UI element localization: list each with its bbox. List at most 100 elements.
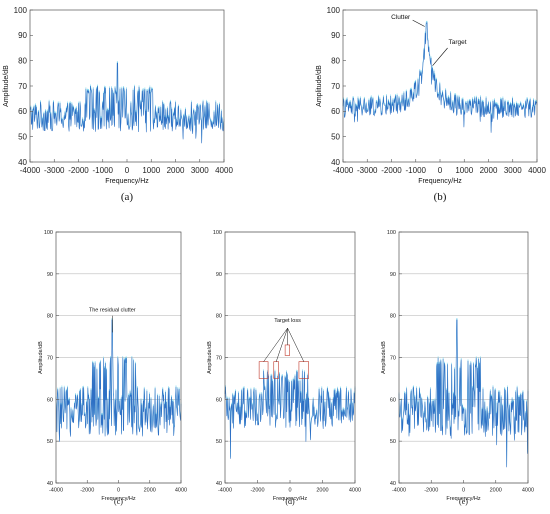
- x-tick-label: -1000: [406, 166, 427, 175]
- y-tick-label: 70: [18, 82, 27, 91]
- x-tick-label: 2000: [480, 166, 498, 175]
- y-tick-label: 60: [390, 397, 396, 403]
- y-tick-label: 40: [331, 158, 340, 167]
- y-tick-label: 70: [216, 355, 222, 361]
- y-tick-label: 100: [387, 230, 396, 236]
- x-tick-label: 4000: [528, 166, 546, 175]
- y-tick-label: 50: [18, 132, 27, 141]
- y-tick-label: 50: [216, 439, 222, 445]
- y-tick-label: 60: [18, 107, 27, 116]
- y-tick-label: 90: [18, 31, 27, 40]
- signal-trace: [224, 370, 356, 459]
- x-tick-label: 0: [438, 166, 443, 175]
- x-tick-label: 0: [117, 488, 120, 494]
- y-tick-label: 60: [47, 397, 53, 403]
- y-tick-label: 70: [47, 355, 53, 361]
- y-tick-label: 40: [390, 481, 396, 487]
- y-tick-label: 50: [331, 132, 340, 141]
- y-axis-label: Amplitude/dB: [381, 341, 387, 374]
- x-axis-label: Frequency/Hz: [273, 496, 307, 502]
- signal-envelope: [342, 20, 538, 132]
- y-tick-label: 50: [390, 439, 396, 445]
- y-tick-label: 90: [390, 272, 396, 278]
- annotation-arrow: [412, 19, 425, 27]
- annotation-arrow: [287, 328, 305, 362]
- chart-panel-1: -4000 -3000 -2000 -1000 0 1000 2000 3000 4000 40 5…: [3, 6, 233, 203]
- y-tick-label: 70: [390, 355, 396, 361]
- x-tick-label: -3000: [357, 166, 378, 175]
- y-tick-label: 80: [216, 314, 222, 320]
- x-tick-label: 4000: [215, 166, 233, 175]
- chart-panel-3: -4000 -2000 0 2000 4000 40 50 60 70 80 90 100 Freque…: [38, 230, 187, 506]
- x-axis-label: Frequency/Hz: [446, 496, 480, 502]
- y-tick-label: 80: [331, 56, 340, 65]
- x-tick-label: -2000: [381, 166, 402, 175]
- x-tick-label: 2000: [316, 488, 328, 494]
- panel-label: (b): [434, 191, 447, 203]
- annotation-target-loss: Target loss: [274, 318, 301, 324]
- x-tick-label: 0: [462, 488, 465, 494]
- x-tick-label: -2000: [424, 488, 438, 494]
- y-tick-label: 40: [18, 158, 27, 167]
- y-tick-label: 90: [331, 31, 340, 40]
- signal-envelope: [398, 318, 529, 466]
- y-axis-label: Amplitude/dB: [316, 65, 323, 107]
- x-tick-label: -4000: [49, 488, 63, 494]
- x-axis-label: Frequency/Hz: [418, 178, 462, 185]
- x-tick-label: -4000: [20, 166, 41, 175]
- y-tick-label: 80: [18, 56, 27, 65]
- x-tick-label: -2000: [250, 488, 264, 494]
- chart-panel-5: -4000 -2000 0 2000 4000 40 50 60 70 80 90 100 Freque…: [381, 230, 534, 506]
- y-tick-label: 90: [47, 272, 53, 278]
- x-tick-label: 0: [288, 488, 291, 494]
- y-tick-label: 70: [331, 82, 340, 91]
- panel-label: (d): [285, 497, 295, 506]
- target-loss-box: [298, 361, 309, 379]
- x-tick-label: -4000: [333, 166, 354, 175]
- y-tick-label: 100: [44, 230, 53, 236]
- panel-label: (c): [114, 497, 123, 506]
- annotation-clutter: Clutter: [391, 14, 411, 21]
- x-tick-label: 4000: [349, 488, 361, 494]
- x-tick-label: 2000: [490, 488, 502, 494]
- x-tick-label: -2000: [68, 166, 89, 175]
- y-tick-label: 50: [47, 439, 53, 445]
- x-tick-label: 2000: [144, 488, 156, 494]
- x-tick-label: -4000: [392, 488, 406, 494]
- annotation-arrow: [263, 328, 288, 362]
- y-tick-label: 40: [47, 481, 53, 487]
- x-tick-label: -3000: [44, 166, 65, 175]
- chart-panel-4: -4000 -2000 0 2000 4000 40 50 60 70 80 90 100 Freque…: [207, 230, 361, 506]
- annotation-arrow: [275, 328, 288, 362]
- axes-frame: [29, 9, 225, 163]
- y-tick-label: 100: [14, 6, 28, 15]
- y-axis-label: Amplitude/dB: [3, 65, 10, 107]
- x-tick-label: 4000: [175, 488, 187, 494]
- y-tick-label: 60: [331, 107, 340, 116]
- y-tick-label: 100: [213, 230, 222, 236]
- x-axis-label: Frequency/Hz: [101, 496, 135, 502]
- x-tick-label: 4000: [522, 488, 534, 494]
- y-tick-label: 100: [327, 6, 341, 15]
- y-tick-label: 80: [47, 314, 53, 320]
- x-tick-label: 3000: [191, 166, 209, 175]
- signal-trace: [342, 22, 538, 133]
- annotation-residual-clutter: The residual clutter: [89, 307, 136, 313]
- x-tick-label: 3000: [504, 166, 522, 175]
- y-axis-label: Amplitude/dB: [207, 341, 213, 374]
- y-tick-label: 60: [216, 397, 222, 403]
- chart-panel-2: -4000 -3000 -2000 -1000 0 1000 2000 3000 4000 40 5…: [316, 6, 546, 203]
- y-tick-label: 40: [216, 481, 222, 487]
- signal-trace: [398, 319, 529, 468]
- x-tick-label: 0: [125, 166, 130, 175]
- x-tick-label: -2000: [80, 488, 94, 494]
- x-tick-label: 1000: [455, 166, 473, 175]
- x-tick-label: -1000: [93, 166, 114, 175]
- x-tick-label: -4000: [218, 488, 232, 494]
- y-axis-label: Amplitude/dB: [38, 341, 44, 374]
- annotation-target: Target: [449, 39, 467, 46]
- y-tick-label: 80: [390, 314, 396, 320]
- panel-label: (e): [459, 497, 468, 506]
- x-tick-label: 1000: [142, 166, 160, 175]
